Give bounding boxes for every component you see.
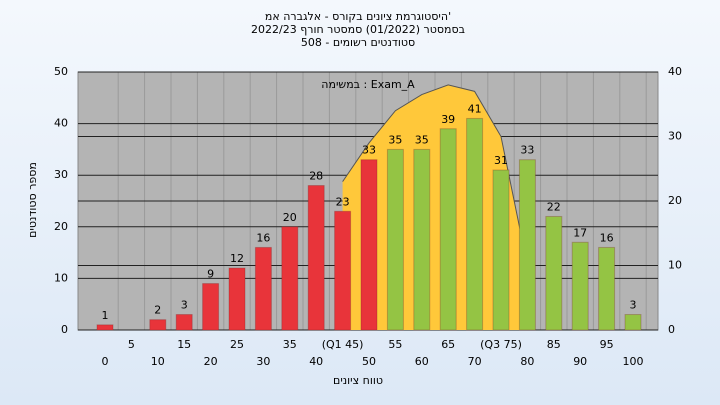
value-label: 35 [388,133,402,146]
x-tick-label: 70 [468,355,482,368]
value-label: 33 [520,144,534,157]
x-tick-label: 90 [573,355,587,368]
bar [571,241,589,331]
bar [202,283,220,331]
x-tick-label: 10 [151,355,165,368]
x-tick-label: 65 [441,338,455,351]
value-label: 16 [256,231,270,244]
y-tick-label: 40 [54,117,68,130]
x-tick-label: 95 [600,338,614,351]
y-tick-label: 0 [61,323,68,336]
bar [518,159,536,331]
value-label: 22 [547,200,561,213]
value-label: 9 [207,268,214,281]
bar [281,226,299,331]
bar [624,314,642,331]
value-label: 35 [415,133,429,146]
chart-title: היסטוגרמת ציונים בקורס - אלגברה אמ' [265,10,451,23]
y2-tick-label: 10 [668,259,682,272]
y2-tick-label: 40 [668,65,682,78]
bar [254,246,272,331]
x-tick-label: 20 [204,355,218,368]
x-tick-label: 5 [128,338,135,351]
annotation: במשימה : Exam_A [321,78,415,91]
bar [598,246,616,331]
chart-subtitle: בסמסטר (01/2022) סמסטר חורף 2022/23 [251,23,465,36]
x-tick-label: (Q1 45) [322,338,364,351]
x-tick-label: 35 [283,338,297,351]
x-tick-label: (Q3 75) [480,338,522,351]
x-tick-label: 80 [520,355,534,368]
value-label: 23 [336,195,350,208]
y2-tick-label: 20 [668,194,682,207]
bar [334,210,352,331]
x-axis-label: טווח ציונים [333,374,383,387]
bar [466,117,484,331]
value-label: 12 [230,252,244,265]
bar [545,215,563,331]
bar [228,267,246,331]
x-tick-label: 0 [102,355,109,368]
bar [386,148,404,331]
value-label: 16 [600,231,614,244]
x-tick-label: 100 [623,355,644,368]
value-label: 33 [362,144,376,157]
x-tick-label: 40 [309,355,323,368]
value-label: 2 [154,304,161,317]
chart-subtitle: סטודנטים רשומים - 508 [301,36,415,49]
bar [413,148,431,331]
y-axis-label: מספר סטודנטים [26,162,39,238]
x-tick-label: 60 [415,355,429,368]
bar [175,314,193,331]
bar [149,319,167,331]
value-label: 28 [309,170,323,183]
y2-tick-label: 0 [668,323,675,336]
x-tick-label: 85 [547,338,561,351]
value-label: 1 [102,309,109,322]
y-tick-label: 20 [54,220,68,233]
value-label: 31 [494,154,508,167]
value-label: 39 [441,113,455,126]
area-edge [342,84,528,266]
y2-tick-label: 30 [668,130,682,143]
x-tick-label: 30 [256,355,270,368]
bar [439,128,457,331]
y-tick-label: 10 [54,271,68,284]
bar [96,324,114,331]
bar [492,169,510,331]
value-label: 3 [630,299,637,312]
y-tick-label: 50 [54,65,68,78]
value-label: 41 [468,102,482,115]
x-tick-label: 25 [230,338,244,351]
value-label: 3 [181,299,188,312]
x-tick-label: 55 [388,338,402,351]
x-tick-label: 15 [177,338,191,351]
x-tick-label: 50 [362,355,376,368]
value-label: 20 [283,211,297,224]
y-tick-label: 30 [54,168,68,181]
value-label: 17 [573,226,587,239]
bar [307,185,325,331]
bar [360,159,378,331]
